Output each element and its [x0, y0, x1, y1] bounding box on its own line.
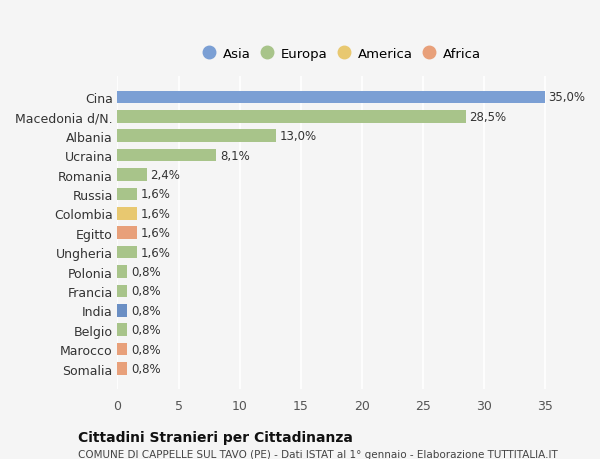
Bar	[118, 169, 147, 181]
Bar	[118, 343, 127, 356]
Text: 0,8%: 0,8%	[131, 362, 161, 375]
Bar	[118, 285, 127, 297]
Bar	[118, 111, 466, 123]
Text: 1,6%: 1,6%	[140, 207, 170, 220]
Text: 28,5%: 28,5%	[469, 111, 506, 123]
Text: 2,4%: 2,4%	[151, 169, 181, 182]
Bar	[118, 150, 217, 162]
Text: 0,8%: 0,8%	[131, 324, 161, 336]
Text: 1,6%: 1,6%	[140, 227, 170, 240]
Legend: Asia, Europa, America, Africa: Asia, Europa, America, Africa	[202, 43, 485, 65]
Text: 35,0%: 35,0%	[548, 91, 586, 104]
Bar	[118, 207, 137, 220]
Text: COMUNE DI CAPPELLE SUL TAVO (PE) - Dati ISTAT al 1° gennaio - Elaborazione TUTTI: COMUNE DI CAPPELLE SUL TAVO (PE) - Dati …	[78, 449, 558, 459]
Bar	[118, 130, 276, 143]
Text: Cittadini Stranieri per Cittadinanza: Cittadini Stranieri per Cittadinanza	[78, 430, 353, 444]
Bar	[118, 246, 137, 259]
Text: 0,8%: 0,8%	[131, 343, 161, 356]
Bar	[118, 304, 127, 317]
Bar	[118, 227, 137, 240]
Text: 13,0%: 13,0%	[280, 130, 317, 143]
Bar	[118, 363, 127, 375]
Bar	[118, 188, 137, 201]
Bar	[118, 91, 545, 104]
Text: 0,8%: 0,8%	[131, 304, 161, 317]
Text: 8,1%: 8,1%	[220, 149, 250, 162]
Bar	[118, 324, 127, 336]
Text: 1,6%: 1,6%	[140, 246, 170, 259]
Bar	[118, 266, 127, 278]
Text: 0,8%: 0,8%	[131, 285, 161, 298]
Text: 1,6%: 1,6%	[140, 188, 170, 201]
Text: 0,8%: 0,8%	[131, 265, 161, 279]
